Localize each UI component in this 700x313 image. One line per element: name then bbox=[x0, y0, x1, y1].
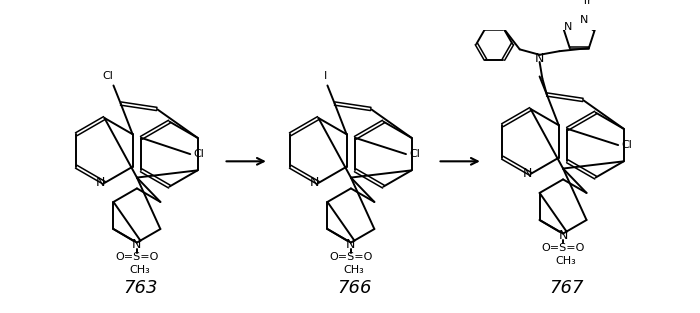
Text: 767: 767 bbox=[550, 279, 584, 297]
Text: N: N bbox=[310, 177, 319, 189]
Text: CH₃: CH₃ bbox=[555, 256, 576, 266]
Text: CH₃: CH₃ bbox=[130, 265, 150, 275]
Text: Cl: Cl bbox=[103, 71, 113, 81]
Text: O=S=O: O=S=O bbox=[541, 243, 584, 253]
Text: CH₃: CH₃ bbox=[343, 265, 364, 275]
Text: N: N bbox=[535, 52, 545, 65]
Text: O=S=O: O=S=O bbox=[329, 252, 372, 262]
Text: N: N bbox=[132, 238, 141, 251]
Text: 763: 763 bbox=[123, 279, 158, 297]
Text: N: N bbox=[564, 22, 573, 32]
Text: N: N bbox=[580, 15, 588, 25]
Text: 766: 766 bbox=[337, 279, 372, 297]
Text: Tr: Tr bbox=[582, 0, 591, 6]
Text: O=S=O: O=S=O bbox=[116, 252, 159, 262]
Text: Cl: Cl bbox=[194, 149, 204, 159]
Text: N: N bbox=[559, 229, 568, 242]
Text: N: N bbox=[346, 238, 356, 251]
Text: I: I bbox=[324, 71, 327, 81]
Text: Cl: Cl bbox=[622, 140, 633, 150]
Text: N: N bbox=[96, 177, 106, 189]
Text: Cl: Cl bbox=[410, 149, 421, 159]
Text: N: N bbox=[522, 167, 531, 181]
